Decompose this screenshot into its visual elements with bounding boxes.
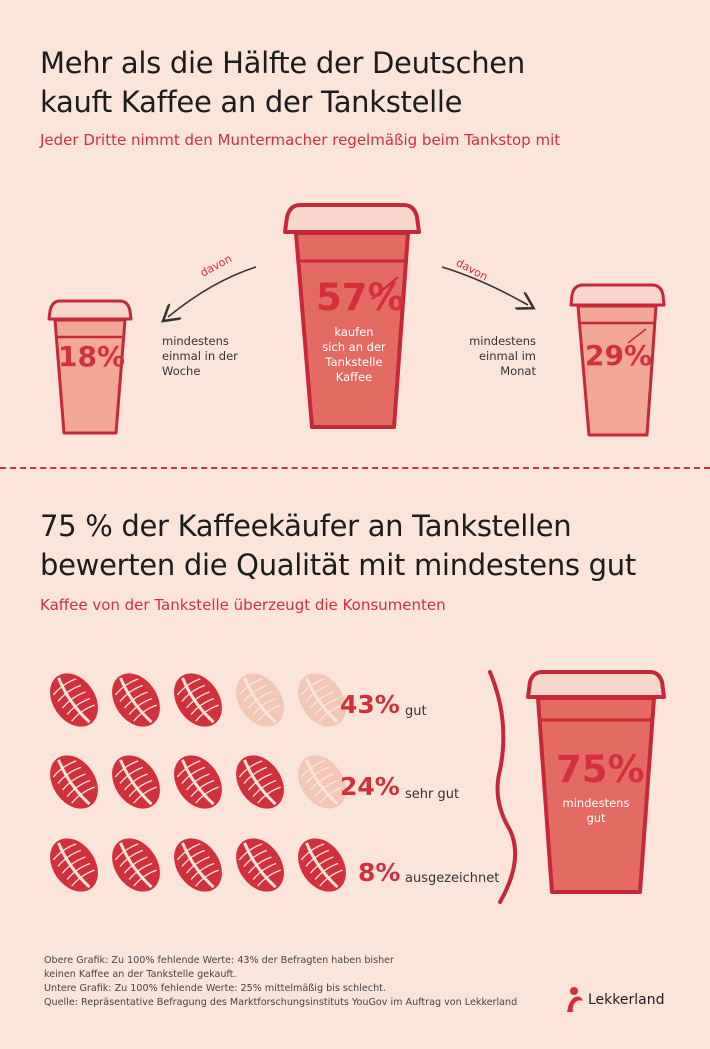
footnotes: Obere Grafik: Zu 100% fehlende Werte: 43… <box>44 954 517 1010</box>
rating-label-gut: gut <box>405 704 427 719</box>
pct-right: 29% <box>585 339 653 372</box>
center-caption-line: kaufen <box>334 325 374 339</box>
rating-pct-sehr-gut: 24% <box>340 772 400 801</box>
footnote-line: keinen Kaffee an der Tankstelle gekauft. <box>44 969 237 980</box>
top-cups-graphic <box>47 203 666 437</box>
rating-pct-ausgezeichnet: 8% <box>358 858 401 887</box>
cup-left <box>47 299 133 435</box>
cup-right <box>569 283 666 437</box>
coffee-bean-empty-icon <box>298 673 346 727</box>
right-caption-line: Monat <box>500 364 536 378</box>
total-caption: mindestens gut <box>556 796 636 826</box>
right-caption-line: mindestens <box>469 334 536 348</box>
bracket <box>488 670 518 904</box>
left-caption: mindestens einmal in der Woche <box>162 334 238 379</box>
main-title-line1: Mehr als die Hälfte der Deutschen <box>40 46 525 80</box>
footnote-line: Untere Grafik: Zu 100% fehlende Werte: 2… <box>44 983 386 994</box>
coffee-bean-filled-icon <box>112 673 160 727</box>
bottom-title-line2: bewerten die Qualität mit mindestens gut <box>40 548 636 582</box>
center-caption-line: Kaffee <box>335 370 373 384</box>
pct-center: 57% <box>316 276 405 319</box>
coffee-bean-filled-icon <box>174 838 222 892</box>
right-caption: mindestens einmal im Monat <box>458 334 536 379</box>
coffee-bean-filled-icon <box>236 838 284 892</box>
main-subtitle: Jeder Dritte nimmt den Muntermacher rege… <box>40 131 561 149</box>
bean-rating-chart <box>50 673 346 892</box>
right-caption-line: einmal im <box>478 349 536 363</box>
rating-pct-gut: 43% <box>340 690 400 719</box>
coffee-bean-empty-icon <box>236 673 284 727</box>
bottom-subtitle: Kaffee von der Tankstelle überzeugt die … <box>40 596 446 614</box>
coffee-bean-filled-icon <box>174 755 222 809</box>
pct-left: 18% <box>58 340 126 373</box>
brand-name: Lekkerland <box>588 992 665 1008</box>
section-divider <box>0 467 710 469</box>
total-caption-line: gut <box>586 811 606 825</box>
rating-label-ausgezeichnet: ausgezeichnet <box>405 871 500 886</box>
pct-total: 75% <box>556 748 645 791</box>
center-caption: kaufen sich an der Tankstelle Kaffee <box>306 325 402 385</box>
arrow-left <box>168 266 257 317</box>
coffee-bean-filled-icon <box>174 673 222 727</box>
coffee-bean-filled-icon <box>50 755 98 809</box>
cup-total <box>526 670 666 894</box>
coffee-bean-filled-icon <box>50 673 98 727</box>
coffee-bean-filled-icon <box>112 755 160 809</box>
coffee-bean-filled-icon <box>236 755 284 809</box>
footnote-line: Obere Grafik: Zu 100% fehlende Werte: 43… <box>44 955 395 966</box>
center-caption-line: sich an der <box>322 340 386 354</box>
rating-label-sehr-gut: sehr gut <box>405 787 460 802</box>
arrow-right <box>441 266 528 305</box>
total-cup-graphic <box>488 670 666 904</box>
coffee-bean-empty-icon <box>298 755 346 809</box>
total-caption-line: mindestens <box>562 796 630 810</box>
center-caption-line: Tankstelle <box>325 355 383 369</box>
coffee-bean-filled-icon <box>50 838 98 892</box>
left-caption-line: einmal in der <box>162 349 238 363</box>
lekkerland-icon <box>567 987 583 1012</box>
cup-center <box>283 203 421 429</box>
left-caption-line: Woche <box>162 364 201 378</box>
bottom-title-line1: 75 % der Kaffeekäufer an Tankstellen <box>40 509 572 543</box>
coffee-bean-filled-icon <box>298 838 346 892</box>
main-title-line2: kauft Kaffee an der Tankstelle <box>40 85 463 119</box>
brand-logo: Lekkerland <box>563 986 664 1014</box>
footnote-line: Quelle: Repräsentative Befragung des Mar… <box>44 997 518 1008</box>
coffee-bean-filled-icon <box>112 838 160 892</box>
left-caption-line: mindestens <box>162 334 229 348</box>
